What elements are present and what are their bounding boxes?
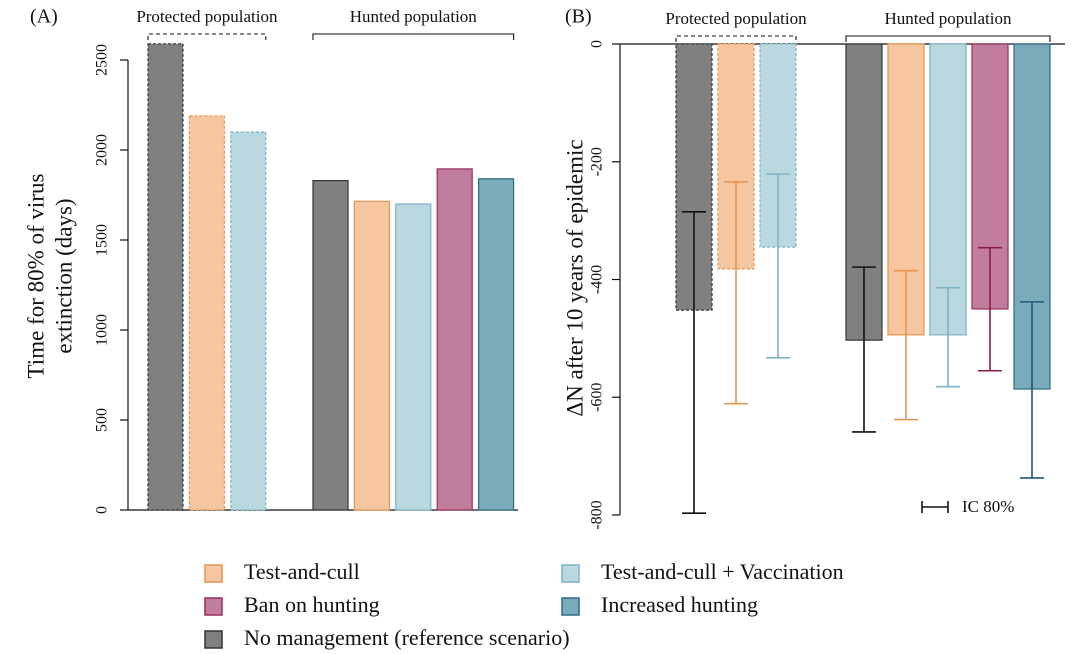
legend-swatch xyxy=(561,564,580,583)
panel-label: (B) xyxy=(565,6,592,28)
group-label: Hunted population xyxy=(884,9,1012,28)
y-axis-title: ΔN after 10 years of epidemic xyxy=(562,139,587,416)
y-tick-label: -800 xyxy=(589,500,606,529)
legend-label: Increased hunting xyxy=(601,592,758,617)
error-bar xyxy=(978,246,1002,372)
y-tick-label: 2000 xyxy=(94,134,111,166)
legend-label: Test-and-cull + Vaccination xyxy=(601,559,844,584)
error-bar xyxy=(682,210,706,515)
error-bar xyxy=(852,266,876,433)
error-bar xyxy=(1020,301,1044,479)
bar xyxy=(188,115,225,511)
legend-swatch xyxy=(561,597,580,616)
bar xyxy=(929,43,967,336)
group-label: Hunted population xyxy=(350,7,478,26)
bar xyxy=(395,203,432,511)
legend-swatch xyxy=(204,630,223,649)
legend-swatch xyxy=(204,564,223,583)
group-bracket xyxy=(147,33,267,40)
y-tick-label: 0 xyxy=(589,40,606,48)
group-label: Protected population xyxy=(136,7,278,26)
group-bracket xyxy=(845,35,1051,42)
legend-label: Ban on hunting xyxy=(244,592,380,617)
bar xyxy=(478,178,515,511)
y-axis-title: Time for 80% of virus xyxy=(23,174,48,379)
legend-swatch xyxy=(204,597,223,616)
y-tick-label: 500 xyxy=(94,408,111,432)
bar xyxy=(147,43,184,511)
error-legend-key xyxy=(921,501,949,513)
bar xyxy=(436,168,473,511)
bar xyxy=(312,180,349,511)
error-bar xyxy=(936,286,960,388)
y-tick-label: 1000 xyxy=(94,314,111,346)
legend-label: Test-and-cull xyxy=(244,559,360,584)
group-label: Protected population xyxy=(665,9,807,28)
panel-label: (A) xyxy=(30,6,58,28)
error-bar xyxy=(894,269,918,421)
y-axis-title: extinction (days) xyxy=(51,198,76,353)
group-bracket xyxy=(675,35,797,42)
error-legend-label: IC 80% xyxy=(962,497,1014,516)
y-tick-label: 1500 xyxy=(94,224,111,256)
y-tick-label: -200 xyxy=(589,147,606,176)
y-tick-label: -400 xyxy=(589,265,606,294)
group-bracket xyxy=(312,33,515,40)
bar xyxy=(353,200,390,511)
legend-label: No management (reference scenario) xyxy=(244,625,570,650)
y-tick-label: 2500 xyxy=(94,44,111,76)
error-bar xyxy=(766,173,790,359)
y-tick-label: -600 xyxy=(589,383,606,412)
error-bar xyxy=(724,180,748,405)
y-tick-label: 0 xyxy=(94,506,111,514)
bar xyxy=(230,131,267,511)
